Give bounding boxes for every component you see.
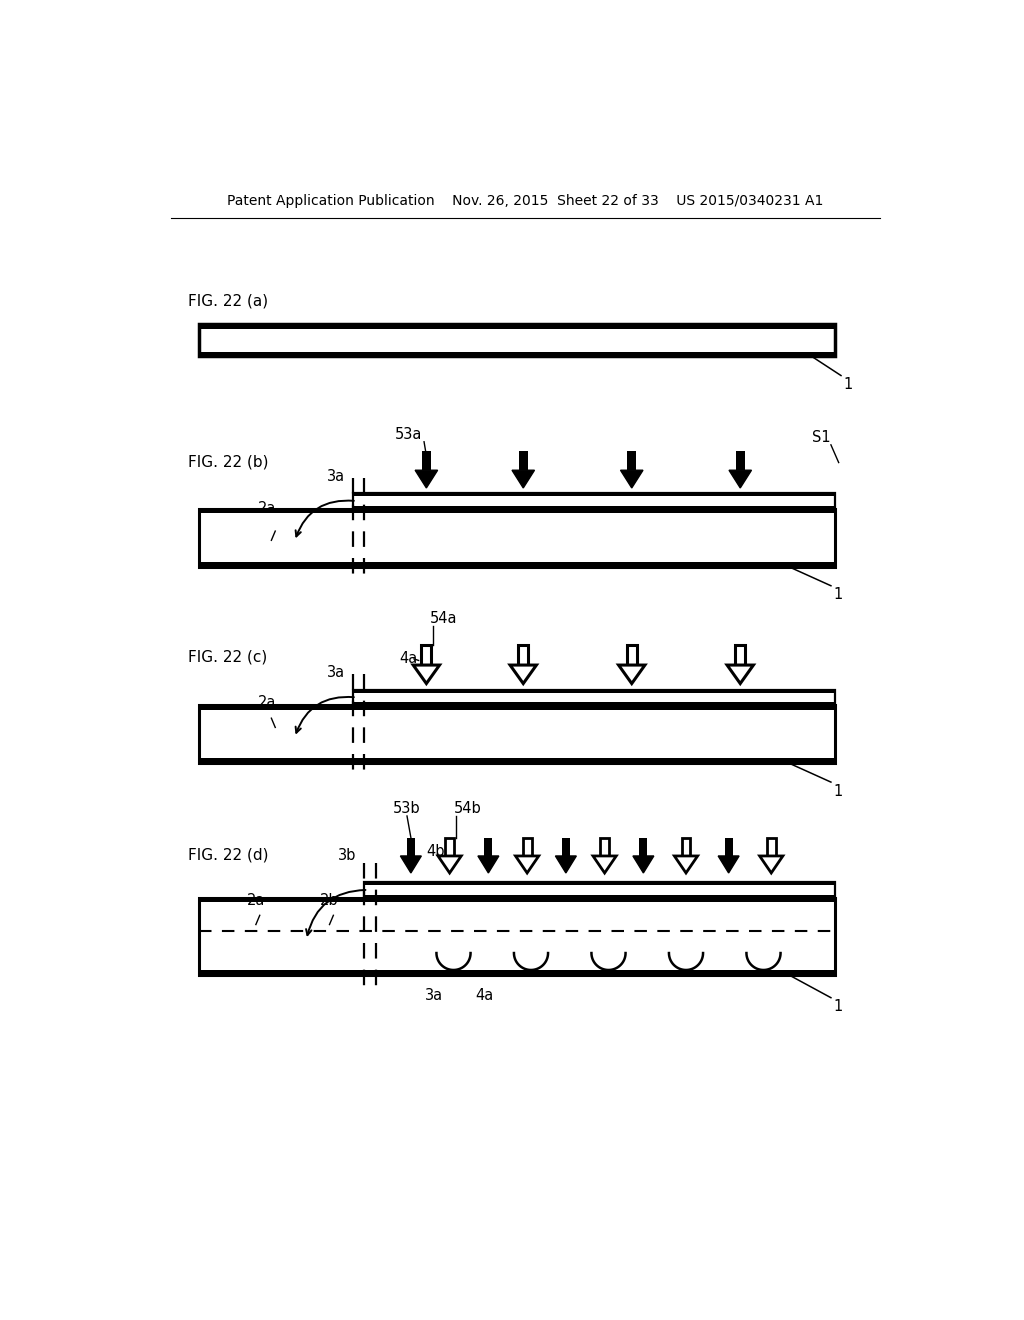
Bar [200,508,835,513]
Bar [639,837,647,855]
Bar [600,837,609,855]
Text: 53a: 53a [395,426,423,442]
FancyArrowPatch shape [306,890,366,935]
Text: 3b: 3b [338,847,356,863]
Text: 3a: 3a [327,469,345,484]
Polygon shape [515,855,539,873]
Polygon shape [555,855,577,873]
Bar [200,898,835,974]
Polygon shape [633,855,654,873]
Bar [352,689,835,705]
Polygon shape [414,665,439,684]
Bar [200,898,835,903]
Polygon shape [618,665,645,684]
Polygon shape [718,855,739,873]
Bar [200,970,835,974]
Text: 2b: 2b [321,892,339,908]
Bar [422,451,431,470]
FancyArrowPatch shape [296,697,354,733]
Bar [519,451,527,470]
Polygon shape [438,855,461,873]
Bar [421,645,431,665]
Bar [627,645,637,665]
Polygon shape [727,665,754,684]
Bar [200,705,835,710]
Polygon shape [510,665,537,684]
Text: 3a: 3a [327,665,345,680]
Text: 1: 1 [834,999,843,1014]
Text: 1: 1 [834,784,843,799]
FancyArrowPatch shape [296,500,354,536]
Bar [365,882,835,886]
Polygon shape [512,470,535,488]
Polygon shape [415,470,437,488]
Text: FIG. 22 (c): FIG. 22 (c) [188,649,267,665]
Text: 4b: 4b [426,843,444,859]
Polygon shape [760,855,783,873]
Bar [767,837,775,855]
Text: 53b: 53b [393,801,421,816]
Text: 2a: 2a [258,696,276,710]
Text: 54a: 54a [430,611,458,626]
Bar [562,837,569,855]
Text: 4a: 4a [475,989,494,1003]
Polygon shape [621,470,643,488]
Text: 1: 1 [844,378,853,392]
Text: FIG. 22 (b): FIG. 22 (b) [188,455,269,470]
Text: Patent Application Publication    Nov. 26, 2015  Sheet 22 of 33    US 2015/03402: Patent Application Publication Nov. 26, … [226,194,823,207]
Text: 54b: 54b [454,801,481,816]
Bar [365,895,835,898]
Text: 2a: 2a [258,500,276,516]
Polygon shape [478,855,499,873]
Bar [352,494,835,508]
Bar [200,323,835,356]
Bar [445,837,454,855]
Bar [736,451,744,470]
Text: 3a: 3a [425,989,443,1003]
Bar [725,837,732,855]
Text: 1: 1 [834,587,843,602]
Polygon shape [729,470,752,488]
Bar [522,837,531,855]
Polygon shape [400,855,421,873]
Bar [200,323,835,329]
Text: S1: S1 [812,430,830,445]
Polygon shape [593,855,616,873]
Bar [352,494,835,496]
Bar [352,702,835,705]
Bar [200,758,835,763]
Bar [200,562,835,566]
Bar [200,705,835,763]
Bar [352,689,835,693]
Bar [200,351,835,356]
Bar [365,882,835,898]
Bar [682,837,690,855]
Text: 4a: 4a [399,651,418,667]
Bar [407,837,415,855]
Bar [352,506,835,508]
Text: 2a: 2a [247,892,265,908]
Polygon shape [675,855,697,873]
Text: FIG. 22 (d): FIG. 22 (d) [188,847,269,862]
Bar [518,645,528,665]
Bar [628,451,636,470]
Text: FIG. 22 (a): FIG. 22 (a) [188,293,268,308]
Bar [200,508,835,566]
Bar [735,645,745,665]
Bar [484,837,493,855]
